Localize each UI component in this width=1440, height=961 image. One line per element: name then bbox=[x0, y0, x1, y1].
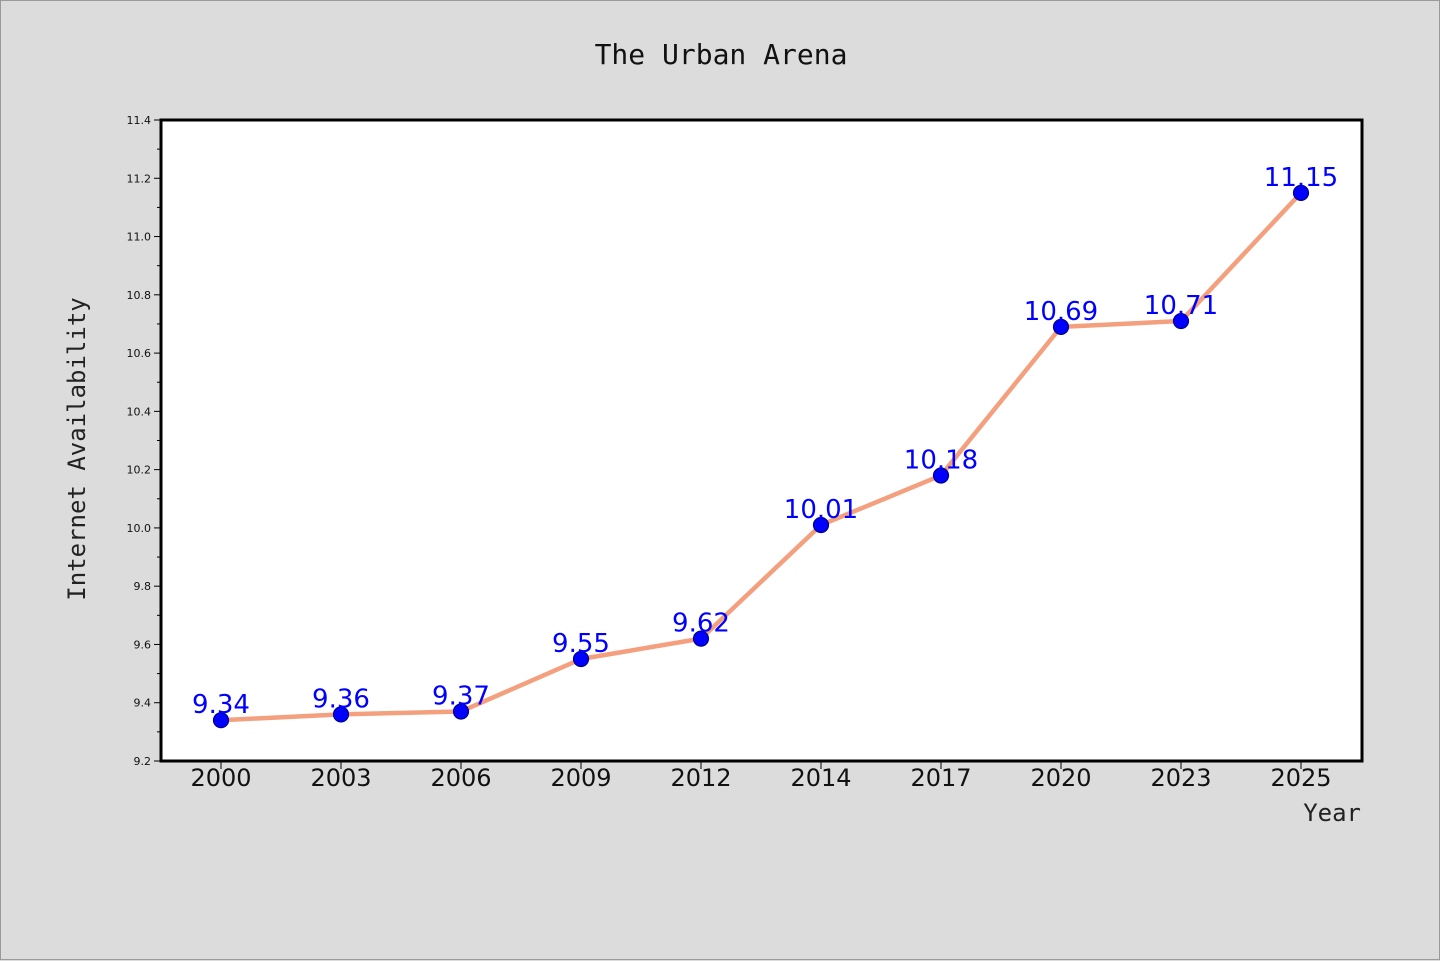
data-label: 10.18 bbox=[904, 445, 978, 475]
y-tick-label: 9.6 bbox=[134, 638, 152, 651]
y-tick-label: 9.8 bbox=[134, 580, 152, 593]
data-label: 9.36 bbox=[312, 684, 370, 714]
y-axis-label: Internet Availability bbox=[63, 297, 91, 600]
y-tick-label: 10.0 bbox=[127, 522, 152, 535]
y-tick-label: 10.6 bbox=[127, 347, 152, 360]
y-tick-label: 10.8 bbox=[127, 289, 152, 302]
data-point bbox=[692, 630, 710, 647]
data-point bbox=[932, 467, 950, 484]
y-tick-label: 11.4 bbox=[127, 114, 152, 127]
data-point bbox=[572, 650, 590, 668]
chart-title: The Urban Arena bbox=[595, 38, 848, 71]
data-point bbox=[1172, 312, 1190, 330]
data-label: 10.71 bbox=[1144, 291, 1218, 321]
data-label: 9.55 bbox=[552, 629, 610, 659]
y-tick-label: 11.2 bbox=[127, 172, 152, 185]
data-label: 11.15 bbox=[1264, 163, 1338, 193]
y-tick-label: 9.4 bbox=[134, 697, 152, 710]
series-line bbox=[218, 190, 1304, 723]
data-point bbox=[1292, 184, 1310, 201]
y-tick-label: 10.2 bbox=[127, 464, 152, 477]
data-point bbox=[812, 516, 830, 534]
x-tick-label: 2014 bbox=[790, 764, 851, 792]
y-tick-label: 9.2 bbox=[134, 755, 152, 768]
y-tick-label: 11.0 bbox=[127, 231, 152, 244]
data-labels: 9.34 9.36 9.37 9.55 9.62 10.01 10.18 10.69 10.71… bbox=[192, 163, 1338, 720]
data-point bbox=[212, 712, 230, 729]
x-tick-label: 2009 bbox=[550, 764, 611, 792]
data-label: 10.01 bbox=[784, 495, 858, 525]
data-markers bbox=[212, 184, 1310, 729]
x-tick-label: 2023 bbox=[1150, 764, 1211, 792]
data-label: 9.34 bbox=[192, 690, 250, 720]
y-axis-ticks: 9.2 9.4 9.6 9.8 10.0 10.2 10.4 10.6 10.8 11.0 11.2… bbox=[127, 114, 161, 768]
x-tick-label: 2020 bbox=[1030, 764, 1091, 792]
data-point bbox=[332, 706, 350, 723]
series-line-group bbox=[218, 190, 1304, 723]
data-label: 9.62 bbox=[672, 609, 730, 639]
x-axis-label: Year bbox=[1303, 799, 1361, 827]
x-tick-label: 2012 bbox=[670, 764, 731, 792]
data-point bbox=[452, 703, 470, 720]
x-tick-label: 2006 bbox=[430, 764, 491, 792]
data-point bbox=[1052, 318, 1070, 335]
x-tick-label: 2025 bbox=[1270, 764, 1331, 792]
x-tick-label: 2000 bbox=[190, 764, 251, 792]
data-label: 10.69 bbox=[1024, 297, 1098, 327]
y-tick-label: 10.4 bbox=[127, 405, 152, 418]
data-label: 9.37 bbox=[432, 681, 490, 711]
x-tick-label: 2003 bbox=[310, 764, 371, 792]
x-tick-label: 2017 bbox=[910, 764, 971, 792]
x-axis-ticks: 2000 2003 2006 2009 2012 2014 2017 2020 2023 2025 bbox=[190, 761, 1332, 792]
plot-area bbox=[159, 118, 1364, 763]
